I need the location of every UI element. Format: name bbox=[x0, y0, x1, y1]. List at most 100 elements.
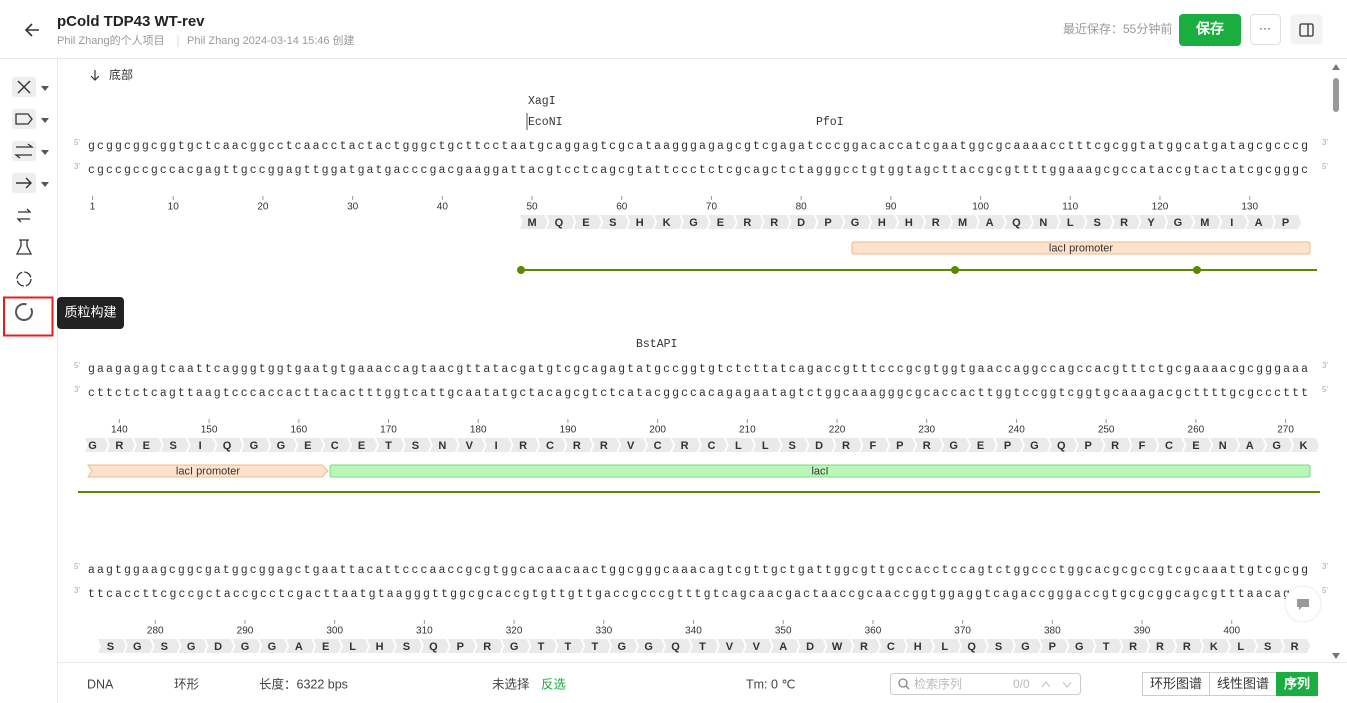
view-tab-label: 线性图谱 bbox=[1217, 676, 1269, 691]
view-tab[interactable] bbox=[1276, 672, 1318, 696]
aa-box bbox=[483, 438, 512, 452]
amino-acid: R bbox=[1183, 641, 1191, 653]
aa-box bbox=[779, 438, 808, 452]
aa-box bbox=[770, 639, 799, 653]
aa-box bbox=[259, 639, 288, 653]
amino-acid: Q bbox=[223, 440, 232, 452]
tick-label: 120 bbox=[1152, 202, 1169, 213]
strand-end: 3' bbox=[74, 162, 80, 171]
aa-box bbox=[160, 438, 189, 452]
amino-acid: G bbox=[851, 217, 860, 229]
feature[interactable] bbox=[87, 464, 329, 478]
amino-acid: H bbox=[636, 217, 644, 229]
panel-button[interactable] bbox=[1290, 14, 1323, 45]
aa-box bbox=[564, 438, 593, 452]
aa-box bbox=[286, 639, 315, 653]
amino-acid: E bbox=[717, 217, 724, 229]
aa-box bbox=[214, 438, 243, 452]
aa-box bbox=[429, 438, 458, 452]
amino-acid: L bbox=[349, 641, 356, 653]
amino-acid: S bbox=[107, 641, 114, 653]
feature[interactable] bbox=[329, 464, 1311, 478]
tool-swap[interactable] bbox=[12, 141, 36, 161]
view-tabs: 环形图谱 线性图谱 序列 bbox=[1142, 672, 1318, 696]
back-button[interactable] bbox=[24, 23, 39, 37]
search-box[interactable] bbox=[890, 673, 1081, 695]
aa-box bbox=[1282, 639, 1310, 653]
search-nav[interactable] bbox=[1041, 681, 1072, 688]
tick-label: 100 bbox=[972, 202, 989, 213]
amino-acid: Q bbox=[429, 641, 438, 653]
feature[interactable] bbox=[851, 241, 1311, 255]
amino-acid: R bbox=[923, 440, 931, 452]
tick-label: 370 bbox=[954, 626, 971, 637]
aa-box bbox=[1021, 438, 1050, 452]
tick-label: 130 bbox=[1241, 202, 1258, 213]
tool-flask[interactable] bbox=[15, 239, 33, 255]
strand-end: 5' bbox=[74, 138, 80, 147]
strand-end: 5' bbox=[1322, 162, 1328, 171]
aa-box bbox=[1004, 215, 1032, 229]
strand-end: 3' bbox=[74, 385, 80, 394]
aa-box bbox=[1156, 438, 1185, 452]
view-tab-label: 环形图谱 bbox=[1150, 676, 1202, 691]
amino-acid: G bbox=[187, 641, 196, 653]
aa-box bbox=[950, 215, 979, 229]
tick-label: 60 bbox=[616, 202, 628, 213]
tool-plasmid[interactable] bbox=[15, 303, 33, 321]
amino-acid: C bbox=[1165, 440, 1173, 452]
amino-acid: R bbox=[573, 440, 581, 452]
amino-acid: N bbox=[1039, 217, 1047, 229]
aa-box bbox=[968, 438, 997, 452]
amino-acid: H bbox=[914, 641, 922, 653]
aa-box bbox=[716, 639, 745, 653]
aa-box bbox=[1192, 215, 1221, 229]
aa-box bbox=[537, 438, 566, 452]
top-strand: gaagagagtcaattcagggtggtgaatgtgaaaccagtaa… bbox=[88, 363, 1308, 376]
orf-dot bbox=[1193, 266, 1201, 274]
save-button[interactable] bbox=[1179, 14, 1241, 46]
tool-repeat[interactable] bbox=[16, 208, 32, 223]
aa-box bbox=[1030, 215, 1059, 229]
amino-acid: S bbox=[1264, 641, 1271, 653]
tick-label: 140 bbox=[111, 425, 128, 436]
aa-box bbox=[268, 438, 297, 452]
amino-acid: R bbox=[842, 440, 850, 452]
amino-acid: R bbox=[681, 440, 689, 452]
tick-label: 170 bbox=[380, 425, 397, 436]
aa-box bbox=[851, 639, 880, 653]
tick-label: 210 bbox=[739, 425, 756, 436]
scrollbar-thumb[interactable] bbox=[1333, 78, 1339, 112]
amino-acid: L bbox=[735, 440, 742, 452]
invert-selection[interactable]: 反选 bbox=[541, 677, 567, 691]
saved: 最近保存：55分钟前 bbox=[1063, 21, 1172, 36]
amino-acid: I bbox=[199, 440, 202, 452]
tool-circle[interactable] bbox=[16, 271, 32, 287]
aa-box bbox=[797, 639, 826, 653]
tick-label: 20 bbox=[257, 202, 269, 213]
tick-label: 260 bbox=[1188, 425, 1205, 436]
amino-acid: I bbox=[495, 440, 498, 452]
amino-acid: D bbox=[797, 217, 805, 229]
aa-box bbox=[85, 438, 108, 452]
amino-acid: V bbox=[466, 440, 474, 452]
tm: Tm: 0 ℃ bbox=[746, 677, 795, 691]
aa-box bbox=[573, 215, 602, 229]
aa-box bbox=[151, 639, 180, 653]
aa-box bbox=[690, 639, 718, 653]
panel-icon bbox=[1299, 23, 1314, 37]
tick-label: 110 bbox=[1062, 202, 1078, 213]
aa-box bbox=[1201, 639, 1230, 653]
aa-box bbox=[663, 639, 692, 653]
aa-box bbox=[555, 639, 584, 653]
more-button[interactable] bbox=[1250, 14, 1281, 45]
aa-box bbox=[959, 639, 988, 653]
tick-label: 200 bbox=[649, 425, 666, 436]
amino-acid: G bbox=[1272, 440, 1281, 452]
aa-box bbox=[178, 639, 207, 653]
length: 长度：6322 bps bbox=[259, 676, 348, 691]
amino-acid: L bbox=[941, 641, 948, 653]
amino-acid: P bbox=[824, 217, 831, 229]
bottom-link[interactable]: 底部 bbox=[109, 67, 133, 82]
